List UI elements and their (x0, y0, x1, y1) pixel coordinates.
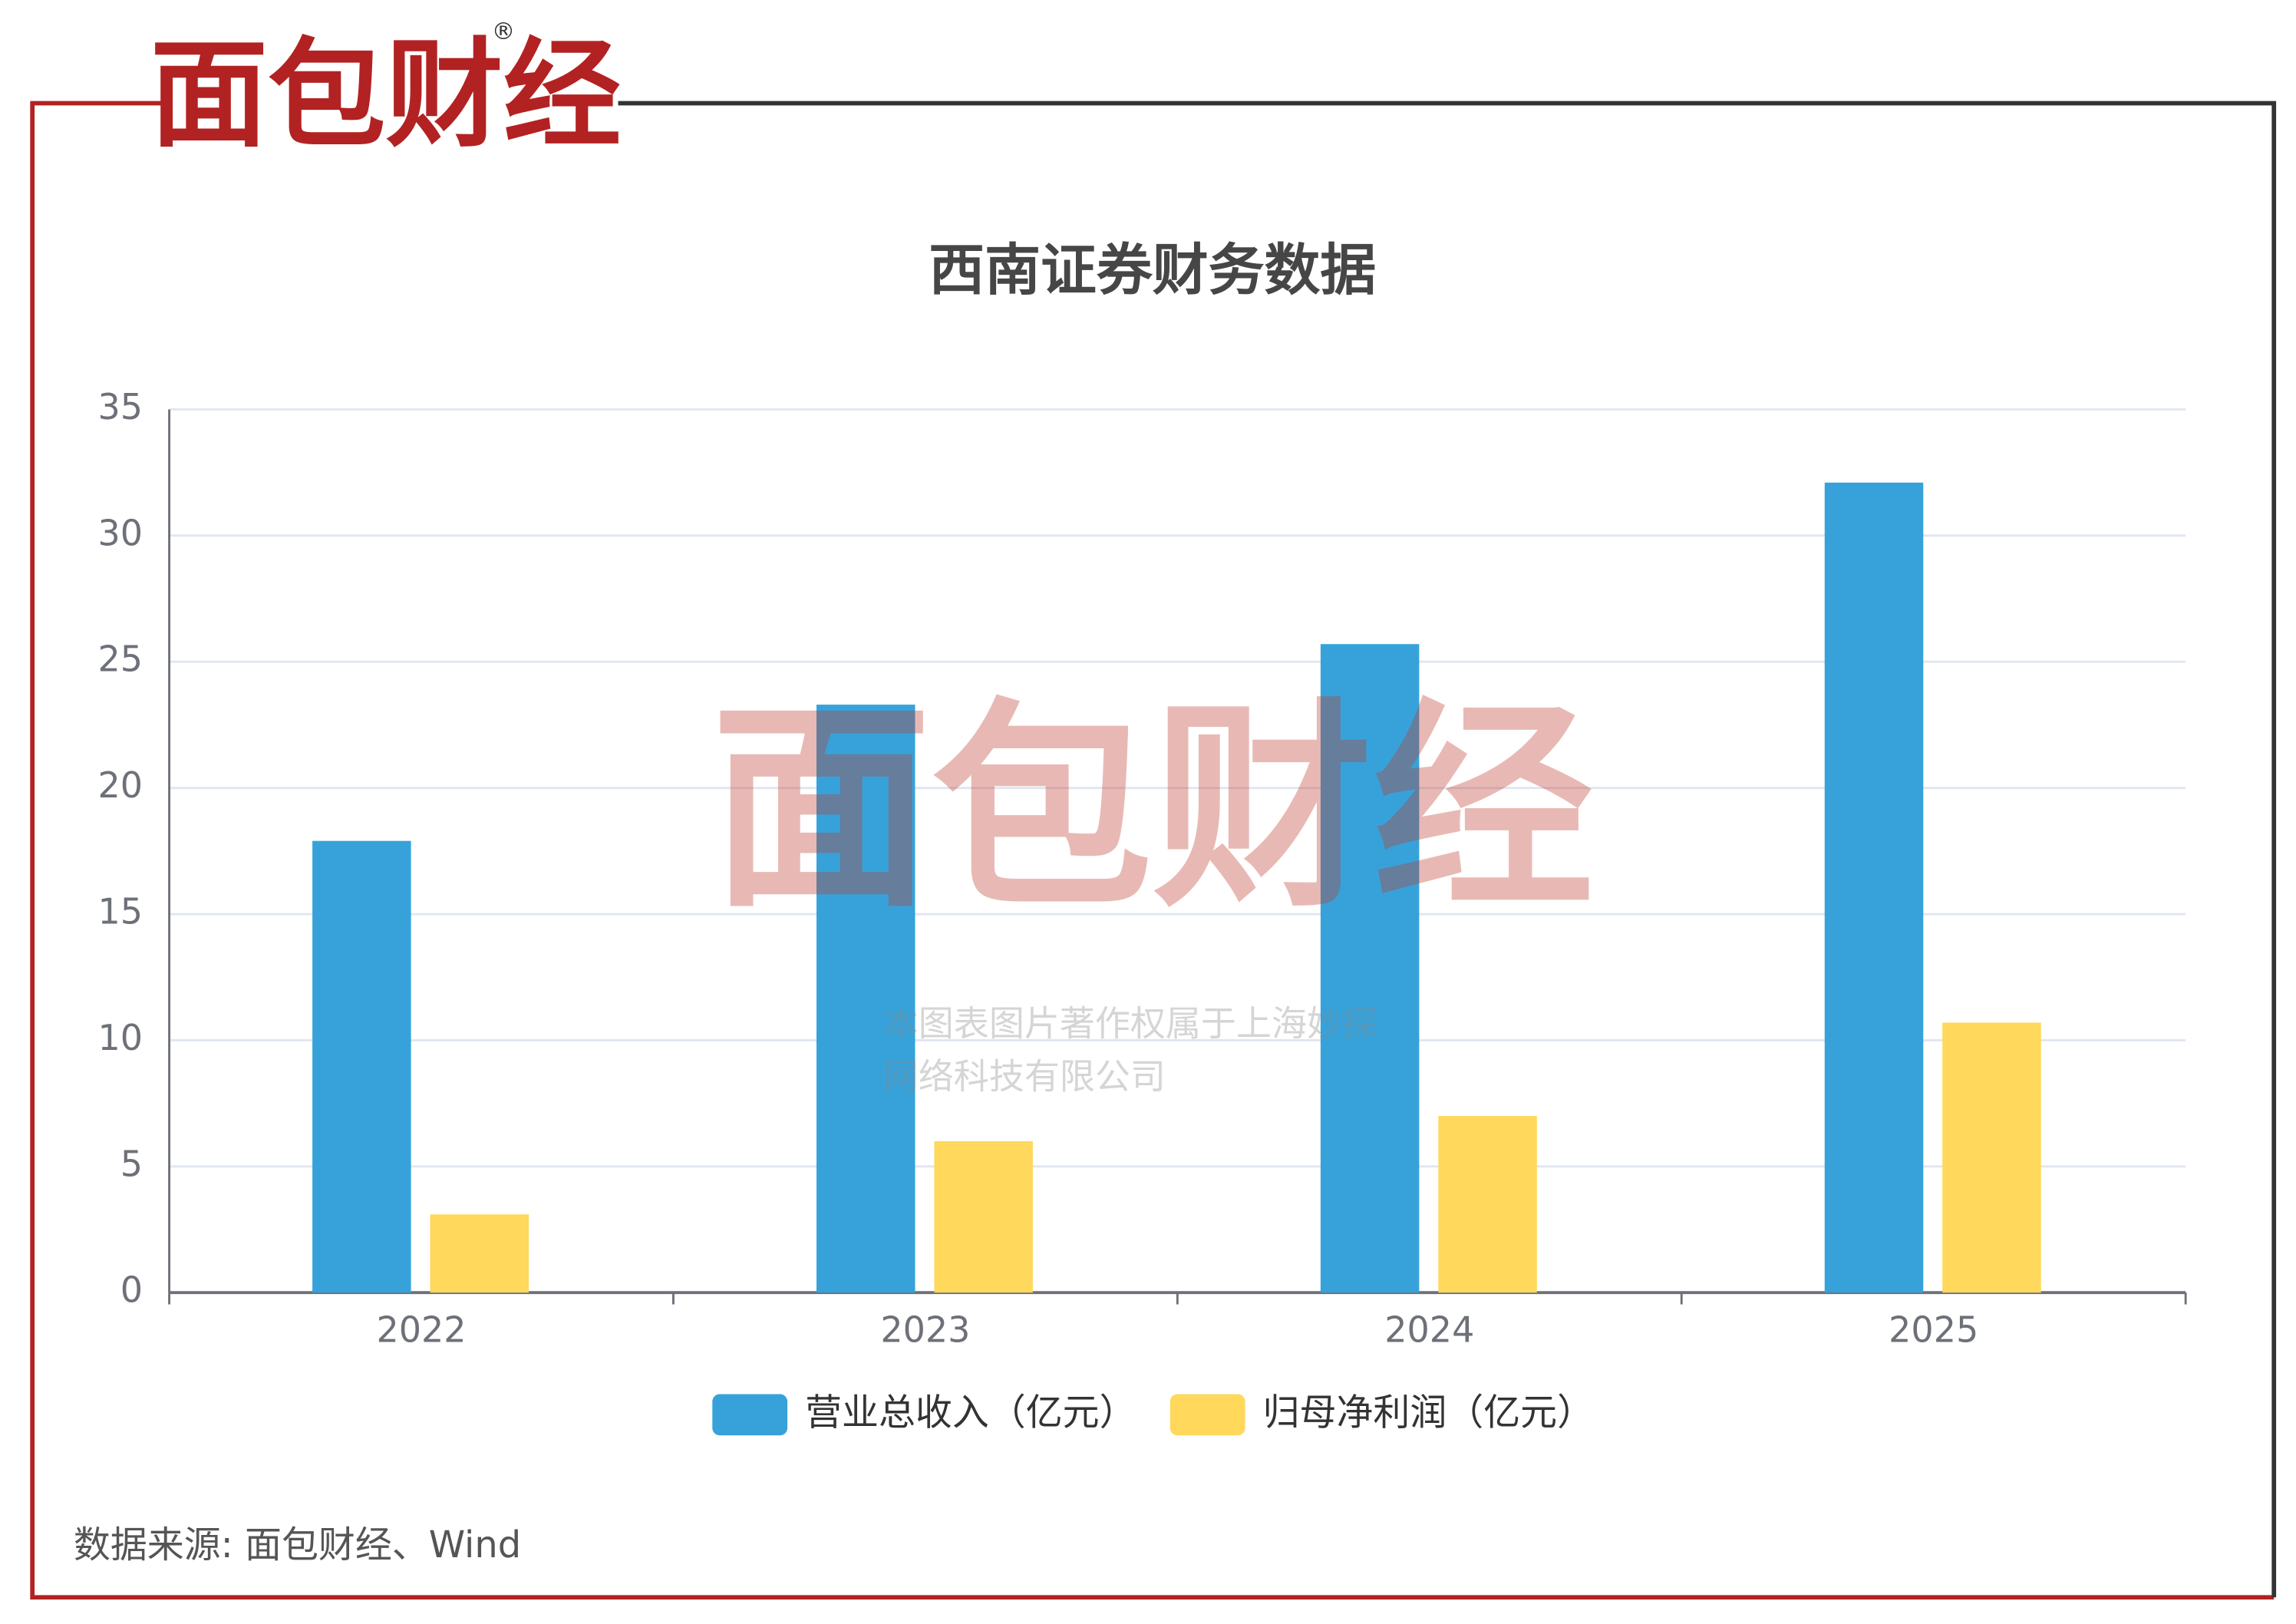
legend-swatch (1169, 1394, 1245, 1436)
y-tick-label: 20 (97, 764, 143, 806)
bar (1320, 644, 1420, 1293)
y-tick-label: 10 (97, 1017, 143, 1058)
x-tick-label: 2025 (1889, 1309, 1978, 1350)
chart-title: 西南证券财务数据 (929, 238, 1376, 303)
bar (430, 1214, 529, 1293)
x-tick-label: 2023 (880, 1309, 970, 1350)
bar (1824, 482, 1924, 1293)
bar (312, 840, 411, 1293)
source-note: 数据来源: 面包财经、Wind (74, 1524, 521, 1566)
legend-label: 营业总收入（亿元） (805, 1391, 1136, 1434)
y-tick-label: 25 (97, 639, 143, 680)
legend-swatch (712, 1394, 788, 1436)
bar (1942, 1022, 2041, 1293)
y-tick-label: 30 (97, 512, 143, 553)
frame-red (30, 101, 2275, 1600)
x-tick-label: 2022 (376, 1309, 466, 1350)
logo: 面包财经 (150, 27, 622, 163)
bar (934, 1140, 1033, 1293)
registered-mark: ® (492, 18, 516, 45)
frame-dark (618, 101, 2277, 1598)
y-tick-label: 5 (120, 1143, 143, 1184)
watermark: 面包财经 本图表图片著作权属于上海妙探 网络科技有限公司 (711, 680, 1594, 1098)
y-tick-label: 35 (97, 386, 143, 427)
watermark-text: 网络科技有限公司 (883, 1056, 1166, 1098)
bar (1438, 1116, 1537, 1293)
watermark-text: 本图表图片著作权属于上海妙探 (883, 1003, 1377, 1045)
bar (816, 705, 915, 1293)
frame (30, 101, 2277, 1600)
y-tick-label: 0 (120, 1269, 143, 1311)
x-tick-label: 2024 (1384, 1309, 1474, 1350)
watermark-logo: 面包财经 (711, 680, 1594, 937)
legend-label: 归母净利润（亿元） (1263, 1391, 1594, 1434)
y-tick-label: 15 (97, 891, 143, 932)
